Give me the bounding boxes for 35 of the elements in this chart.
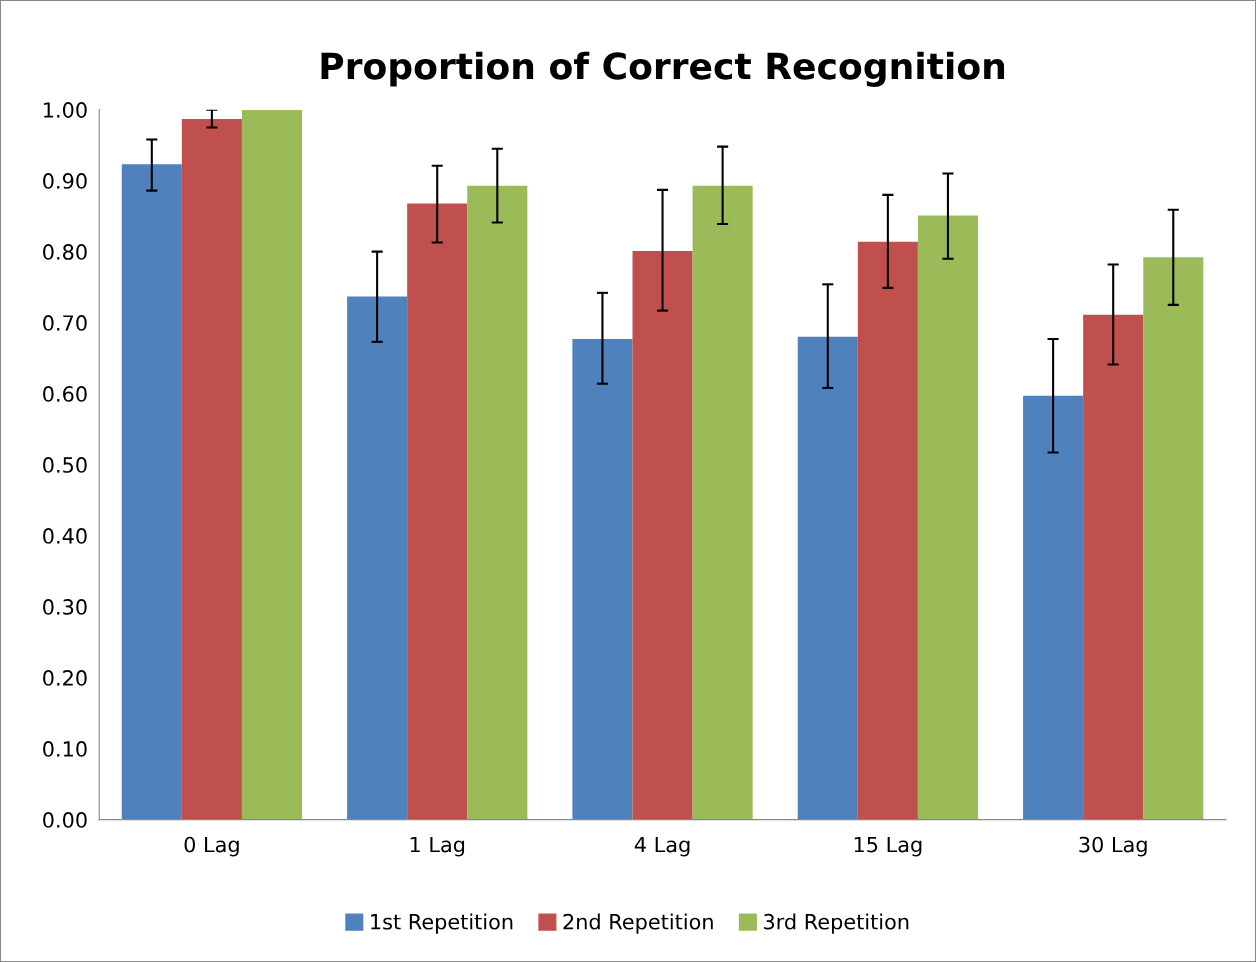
bar	[121, 164, 182, 820]
bar	[632, 250, 693, 820]
bar	[347, 296, 408, 820]
y-tick-label: 0.70	[43, 315, 87, 331]
legend-label: 3rd Repetition	[764, 913, 909, 934]
y-tick-label: 0.80	[43, 244, 87, 260]
legend-label: 1st Repetition	[371, 913, 513, 934]
bar	[692, 185, 753, 820]
bar	[241, 109, 303, 820]
x-tick-label: 4 Lag	[634, 836, 690, 857]
bar	[917, 215, 978, 820]
y-tick-label: 0.30	[43, 599, 87, 615]
y-tick-label: 0.90	[43, 173, 87, 189]
x-tick-label: 0 Lag	[184, 836, 239, 857]
y-tick-label: 0.50	[43, 457, 87, 473]
y-tick-label: 0.20	[43, 670, 87, 686]
y-tick-label: 0.10	[43, 741, 87, 757]
bar	[572, 338, 633, 820]
bar	[1023, 395, 1084, 820]
bar	[857, 241, 918, 820]
x-tick-label: 15 Lag	[854, 836, 922, 857]
bar	[1143, 257, 1204, 820]
x-tick-label: 1 Lag	[410, 836, 465, 857]
y-tick-label: 0.40	[43, 528, 87, 544]
y-tick-label: 0.00	[43, 812, 87, 828]
y-tick-label: 1.00	[44, 102, 87, 118]
bar	[407, 203, 468, 820]
bar	[467, 185, 528, 820]
x-tick-label: 30 Lag	[1079, 836, 1147, 857]
bar	[797, 336, 858, 820]
bar	[181, 118, 242, 820]
chart-title: Proportion of Correct Recognition	[321, 51, 1005, 87]
bar	[1083, 314, 1144, 820]
y-tick-label: 0.60	[43, 386, 87, 402]
legend-label: 2nd Repetition	[563, 913, 713, 934]
